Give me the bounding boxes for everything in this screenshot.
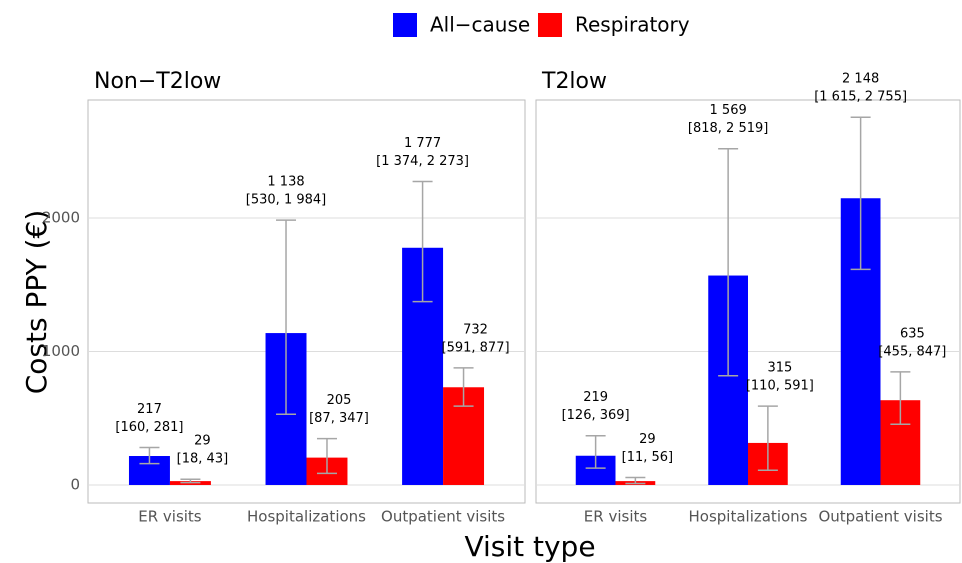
ci-label: [530, 1 984] bbox=[246, 193, 326, 208]
value-label: 315 bbox=[767, 361, 792, 376]
ci-label: [455, 847] bbox=[878, 344, 946, 359]
ci-label: [818, 2 519] bbox=[688, 121, 768, 136]
legend-label: Respiratory bbox=[575, 13, 690, 37]
ci-label: [87, 347] bbox=[309, 411, 369, 426]
legend-swatch bbox=[538, 13, 562, 37]
y-tick-label: 0 bbox=[70, 475, 80, 493]
ci-label: [160, 281] bbox=[115, 420, 183, 435]
legend-label: All−cause bbox=[430, 13, 530, 37]
panel-title: Non−T2low bbox=[94, 69, 221, 94]
x-tick-label: ER visits bbox=[138, 508, 202, 526]
value-label: 29 bbox=[639, 432, 656, 447]
value-label: 635 bbox=[900, 326, 925, 341]
value-label: 219 bbox=[583, 390, 608, 405]
ci-label: [1 374, 2 273] bbox=[376, 154, 469, 169]
ci-label: [1 615, 2 755] bbox=[814, 90, 907, 105]
ci-label: [11, 56] bbox=[622, 450, 674, 465]
ci-label: [18, 43] bbox=[177, 452, 229, 467]
value-label: 1 138 bbox=[267, 175, 304, 190]
x-axis-title: Visit type bbox=[464, 530, 595, 563]
y-axis-title: Costs PPY (€) bbox=[20, 210, 53, 395]
y-tick-label: 1000 bbox=[42, 342, 80, 360]
panel-border bbox=[87, 99, 526, 504]
panel-title: T2low bbox=[541, 69, 607, 94]
x-tick-label: Hospitalizations bbox=[247, 508, 366, 526]
x-tick-label: Hospitalizations bbox=[689, 508, 808, 526]
value-label: 217 bbox=[137, 402, 162, 417]
value-label: 1 777 bbox=[404, 136, 441, 151]
value-label: 732 bbox=[463, 322, 488, 337]
value-label: 29 bbox=[194, 434, 211, 449]
ci-label: [591, 877] bbox=[442, 340, 510, 355]
value-label: 1 569 bbox=[710, 103, 747, 118]
ci-label: [126, 369] bbox=[562, 408, 630, 423]
ci-label: [110, 591] bbox=[746, 379, 814, 394]
value-label: 2 148 bbox=[842, 72, 879, 87]
x-tick-label: ER visits bbox=[584, 508, 648, 526]
y-tick-label: 2000 bbox=[42, 209, 80, 227]
legend-swatch bbox=[393, 13, 417, 37]
panel-border bbox=[535, 99, 961, 504]
x-tick-label: Outpatient visits bbox=[381, 508, 505, 526]
value-label: 205 bbox=[327, 393, 352, 408]
x-tick-label: Outpatient visits bbox=[818, 508, 942, 526]
